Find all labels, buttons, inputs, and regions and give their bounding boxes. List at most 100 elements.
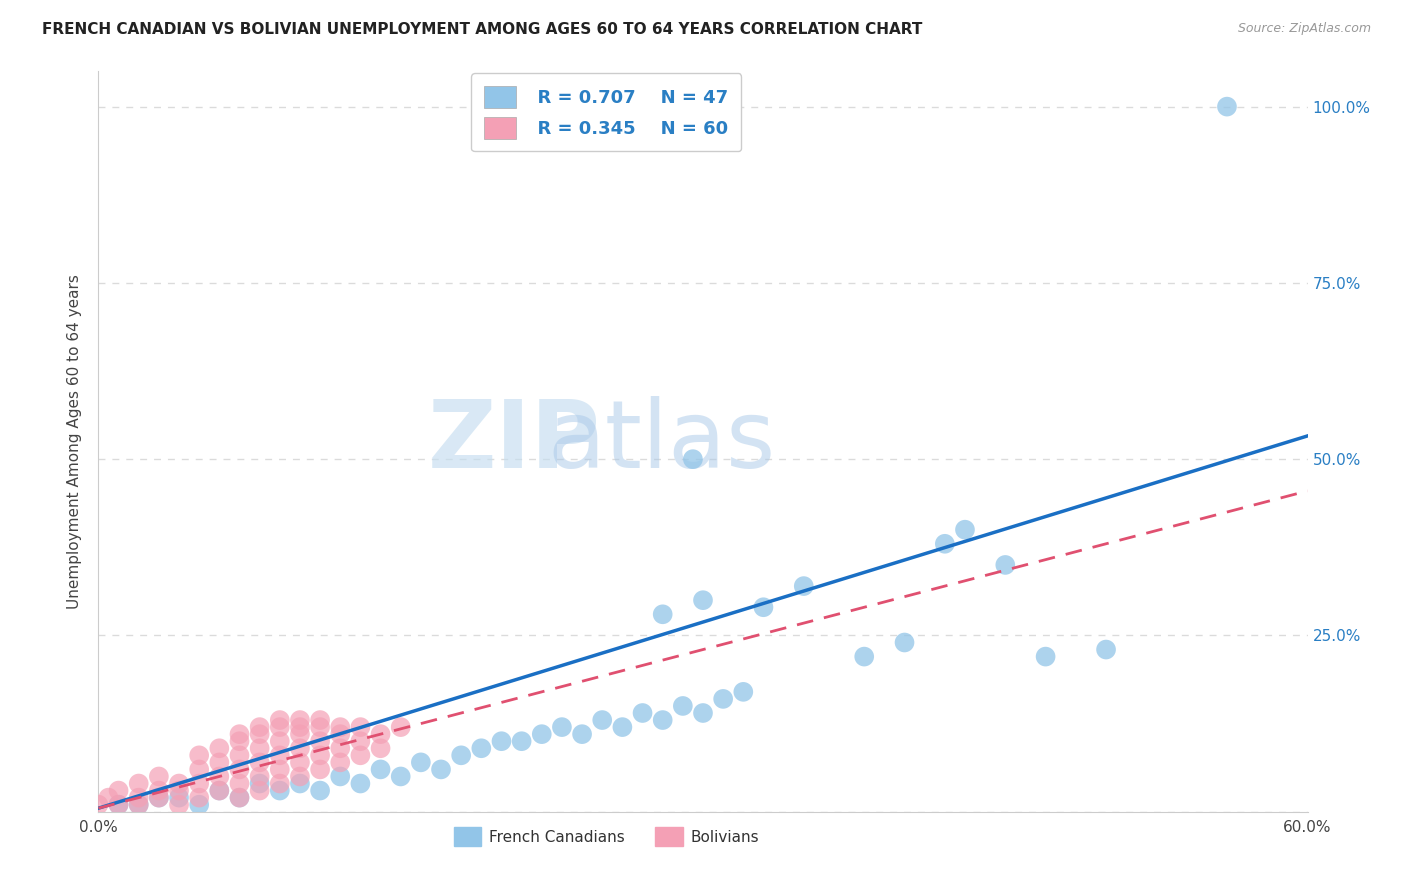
- Point: [228, 734, 250, 748]
- Point: [470, 741, 492, 756]
- Point: [288, 720, 311, 734]
- Point: [188, 797, 211, 812]
- Point: [148, 790, 170, 805]
- Point: [309, 748, 332, 763]
- Point: [934, 537, 956, 551]
- Point: [208, 769, 231, 783]
- Point: [188, 776, 211, 790]
- Point: [530, 727, 553, 741]
- Point: [329, 756, 352, 770]
- Point: [249, 769, 271, 783]
- Point: [249, 756, 271, 770]
- Point: [167, 797, 190, 812]
- Point: [249, 720, 271, 734]
- Point: [269, 783, 291, 797]
- Point: [107, 783, 129, 797]
- Point: [208, 783, 231, 797]
- Point: [1216, 100, 1239, 114]
- Point: [450, 748, 472, 763]
- Point: [329, 769, 352, 783]
- Point: [711, 692, 734, 706]
- Point: [288, 713, 311, 727]
- Point: [249, 741, 271, 756]
- Point: [551, 720, 574, 734]
- Point: [409, 756, 432, 770]
- Point: [491, 734, 513, 748]
- Point: [329, 741, 352, 756]
- Point: [288, 769, 311, 783]
- Point: [853, 649, 876, 664]
- Point: [269, 720, 291, 734]
- Point: [389, 769, 412, 783]
- Point: [249, 783, 271, 797]
- Point: [370, 727, 392, 741]
- Point: [349, 720, 371, 734]
- Point: [692, 706, 714, 720]
- Point: [692, 593, 714, 607]
- Point: [370, 763, 392, 777]
- Point: [329, 720, 352, 734]
- Point: [167, 776, 190, 790]
- Point: [571, 727, 593, 741]
- Point: [752, 600, 775, 615]
- Point: [430, 763, 453, 777]
- Point: [228, 763, 250, 777]
- Point: [591, 713, 613, 727]
- Point: [107, 797, 129, 812]
- Text: ZIP: ZIP: [427, 395, 600, 488]
- Point: [269, 713, 291, 727]
- Point: [128, 790, 150, 805]
- Point: [651, 607, 673, 622]
- Point: [288, 756, 311, 770]
- Point: [208, 756, 231, 770]
- Point: [148, 769, 170, 783]
- Point: [510, 734, 533, 748]
- Point: [228, 727, 250, 741]
- Point: [128, 776, 150, 790]
- Point: [682, 452, 704, 467]
- Point: [188, 790, 211, 805]
- Point: [309, 720, 332, 734]
- Point: [1095, 642, 1118, 657]
- Point: [167, 783, 190, 797]
- Point: [269, 763, 291, 777]
- Point: [288, 741, 311, 756]
- Point: [228, 790, 250, 805]
- Point: [309, 783, 332, 797]
- Text: Source: ZipAtlas.com: Source: ZipAtlas.com: [1237, 22, 1371, 36]
- Point: [793, 579, 815, 593]
- Point: [228, 776, 250, 790]
- Point: [188, 763, 211, 777]
- Point: [309, 713, 332, 727]
- Point: [389, 720, 412, 734]
- Text: FRENCH CANADIAN VS BOLIVIAN UNEMPLOYMENT AMONG AGES 60 TO 64 YEARS CORRELATION C: FRENCH CANADIAN VS BOLIVIAN UNEMPLOYMENT…: [42, 22, 922, 37]
- Point: [370, 741, 392, 756]
- Point: [953, 523, 976, 537]
- Point: [107, 797, 129, 812]
- Point: [228, 790, 250, 805]
- Point: [208, 741, 231, 756]
- Point: [893, 635, 915, 649]
- Point: [612, 720, 634, 734]
- Point: [309, 763, 332, 777]
- Point: [651, 713, 673, 727]
- Point: [269, 776, 291, 790]
- Point: [249, 776, 271, 790]
- Point: [128, 797, 150, 812]
- Point: [228, 748, 250, 763]
- Point: [167, 790, 190, 805]
- Point: [994, 558, 1017, 572]
- Point: [269, 734, 291, 748]
- Point: [188, 748, 211, 763]
- Point: [148, 783, 170, 797]
- Point: [97, 790, 120, 805]
- Point: [329, 727, 352, 741]
- Point: [269, 748, 291, 763]
- Point: [87, 797, 110, 812]
- Point: [349, 734, 371, 748]
- Point: [309, 734, 332, 748]
- Point: [349, 748, 371, 763]
- Point: [1035, 649, 1057, 664]
- Point: [631, 706, 654, 720]
- Point: [208, 783, 231, 797]
